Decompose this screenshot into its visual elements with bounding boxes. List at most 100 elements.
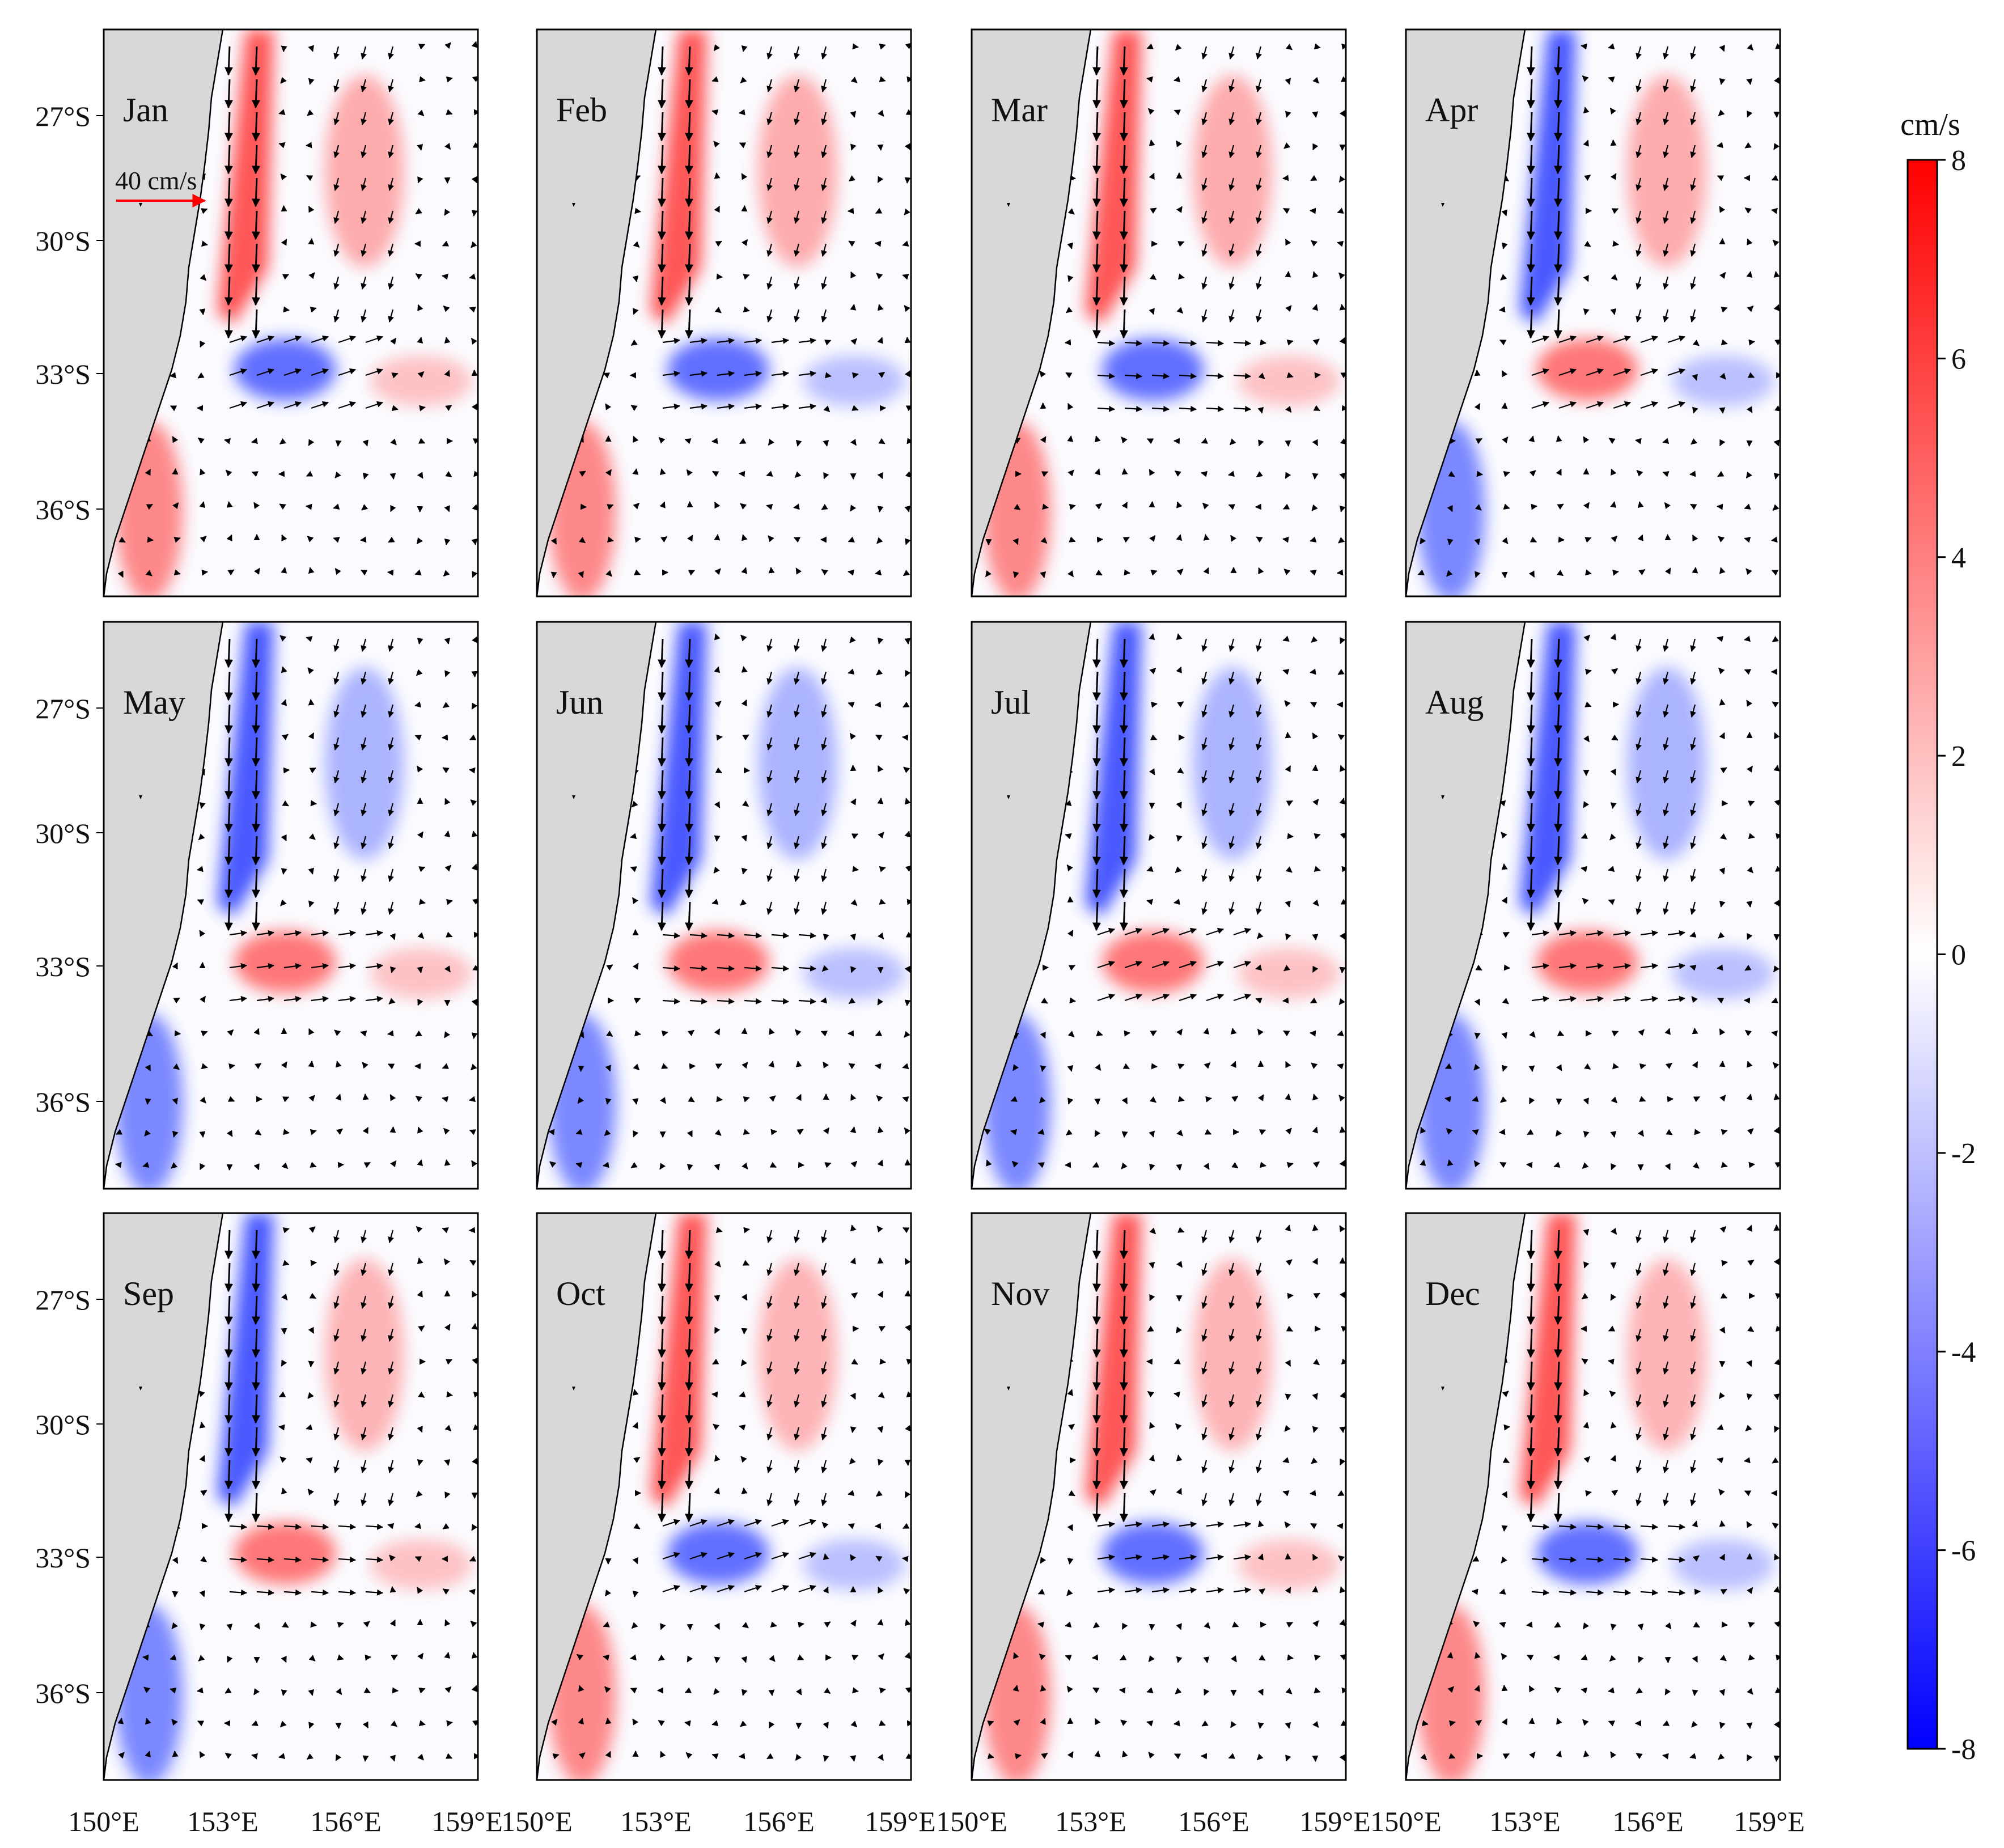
vector-arrow bbox=[658, 1262, 667, 1292]
vector-arrow bbox=[850, 304, 857, 311]
vector-arrow bbox=[414, 569, 422, 575]
vector-arrow bbox=[1260, 1162, 1266, 1168]
eastern-anomaly bbox=[1672, 1539, 1774, 1590]
vector-arrow bbox=[1339, 1426, 1346, 1434]
vector-arrow bbox=[1012, 571, 1019, 578]
map-panel-sep: Sep bbox=[103, 1212, 479, 1781]
vector-arrow bbox=[689, 403, 708, 410]
vector-arrow bbox=[798, 1621, 804, 1628]
vector-arrow bbox=[714, 1295, 721, 1302]
panel-frame bbox=[103, 28, 479, 597]
vector-arrow bbox=[224, 145, 234, 175]
vector-arrow bbox=[1067, 435, 1074, 442]
vector-arrow bbox=[471, 1323, 478, 1330]
vector-arrow bbox=[1120, 1230, 1129, 1260]
vector-arrow bbox=[1067, 570, 1074, 578]
vector-arrow bbox=[361, 79, 367, 93]
land bbox=[536, 28, 657, 597]
vector-arrow bbox=[1067, 208, 1075, 215]
vector-arrow bbox=[1771, 175, 1778, 181]
vector-arrow bbox=[1092, 79, 1101, 109]
vector-arrow bbox=[633, 241, 640, 248]
separation-anomaly bbox=[1102, 931, 1204, 993]
vector-arrow bbox=[279, 438, 286, 445]
longitude-tick-label: 153°E bbox=[1055, 1805, 1126, 1837]
vector-arrow bbox=[1285, 440, 1291, 447]
colorbar-tick-label: 4 bbox=[1951, 542, 1966, 574]
map-panel-dec: Dec bbox=[1405, 1212, 1781, 1781]
vector-arrow bbox=[1177, 273, 1185, 280]
vector-arrow bbox=[714, 533, 721, 541]
vector-arrow bbox=[1124, 372, 1143, 379]
eastern-anomaly bbox=[803, 1539, 905, 1590]
offshore-anomaly bbox=[1627, 1258, 1706, 1451]
vector-arrow bbox=[1120, 177, 1129, 207]
vector-arrow bbox=[1120, 79, 1129, 109]
vector-arrow bbox=[333, 79, 340, 93]
vector-arrow bbox=[1285, 1553, 1291, 1560]
vector-arrow bbox=[281, 1689, 287, 1696]
vector-arrow bbox=[1748, 1162, 1756, 1168]
vector-arrow bbox=[766, 177, 773, 192]
eastern-anomaly bbox=[1238, 355, 1340, 406]
vector-arrow bbox=[1694, 1588, 1701, 1595]
vector-arrow bbox=[794, 177, 800, 192]
vector-arrow bbox=[333, 276, 340, 290]
vector-arrow bbox=[1527, 737, 1536, 767]
vector-arrow bbox=[1146, 76, 1154, 83]
vector-arrow bbox=[1501, 242, 1508, 249]
longitude-tick-label: 150°E bbox=[1370, 1805, 1442, 1837]
vector-arrow bbox=[1747, 44, 1754, 51]
vector-arrow bbox=[768, 438, 774, 446]
vector-arrow bbox=[471, 671, 478, 678]
latitude-tick-label: 27°S bbox=[35, 100, 91, 132]
vector-arrow bbox=[711, 438, 718, 444]
vector-arrow bbox=[1283, 142, 1291, 149]
vector-arrow bbox=[1146, 438, 1154, 444]
latitude-tick-label: 36°S bbox=[35, 1677, 91, 1709]
vector-arrow bbox=[1692, 1689, 1698, 1697]
vector-arrow bbox=[1067, 402, 1074, 410]
vector-arrow bbox=[1174, 470, 1181, 477]
vector-arrow bbox=[1719, 45, 1725, 52]
vector-arrow bbox=[256, 401, 275, 409]
vector-arrow bbox=[793, 537, 801, 543]
vector-arrow bbox=[660, 536, 668, 543]
vector-arrow bbox=[361, 569, 368, 576]
vector-arrow bbox=[1041, 471, 1049, 477]
vector-arrow bbox=[607, 536, 614, 543]
current-vectors bbox=[1417, 43, 1780, 579]
vector-arrow bbox=[252, 112, 261, 142]
vector-arrow bbox=[444, 337, 451, 344]
vector-arrow bbox=[1092, 770, 1101, 800]
vector-arrow bbox=[1339, 472, 1345, 480]
vector-arrow bbox=[985, 570, 992, 578]
separation-anomaly bbox=[234, 338, 336, 401]
vector-arrow bbox=[850, 439, 857, 446]
vector-arrow bbox=[742, 534, 748, 541]
vector-arrow bbox=[471, 337, 477, 345]
vector-arrow bbox=[794, 79, 800, 93]
vector-arrow bbox=[1120, 210, 1129, 240]
vector-arrow bbox=[1310, 175, 1317, 181]
vector-arrow bbox=[821, 243, 827, 257]
vector-arrow bbox=[687, 1164, 693, 1171]
vector-arrow bbox=[1339, 505, 1346, 512]
separation-anomaly bbox=[667, 931, 769, 993]
vector-arrow bbox=[226, 534, 232, 542]
vector-arrow bbox=[1527, 1361, 1536, 1391]
vector-arrow bbox=[1256, 46, 1262, 60]
vector-arrow bbox=[771, 370, 790, 377]
panel-grid: Jan 40 cm/s Feb Mar Apr May Jun Jul Aug Sep Oct Nov… bbox=[103, 28, 1781, 1781]
vector-arrow bbox=[685, 770, 694, 800]
vector-arrow bbox=[1285, 405, 1292, 413]
vector-arrow bbox=[281, 534, 287, 542]
vector-arrow bbox=[744, 337, 762, 344]
vector-arrow bbox=[365, 368, 384, 376]
vector-arrow bbox=[1120, 638, 1129, 668]
vector-arrow bbox=[391, 405, 399, 412]
vector-arrow bbox=[1256, 112, 1262, 126]
vector-arrow bbox=[662, 337, 681, 344]
latitude-tick-label: 27°S bbox=[35, 693, 91, 724]
vector-arrow bbox=[1201, 177, 1208, 192]
